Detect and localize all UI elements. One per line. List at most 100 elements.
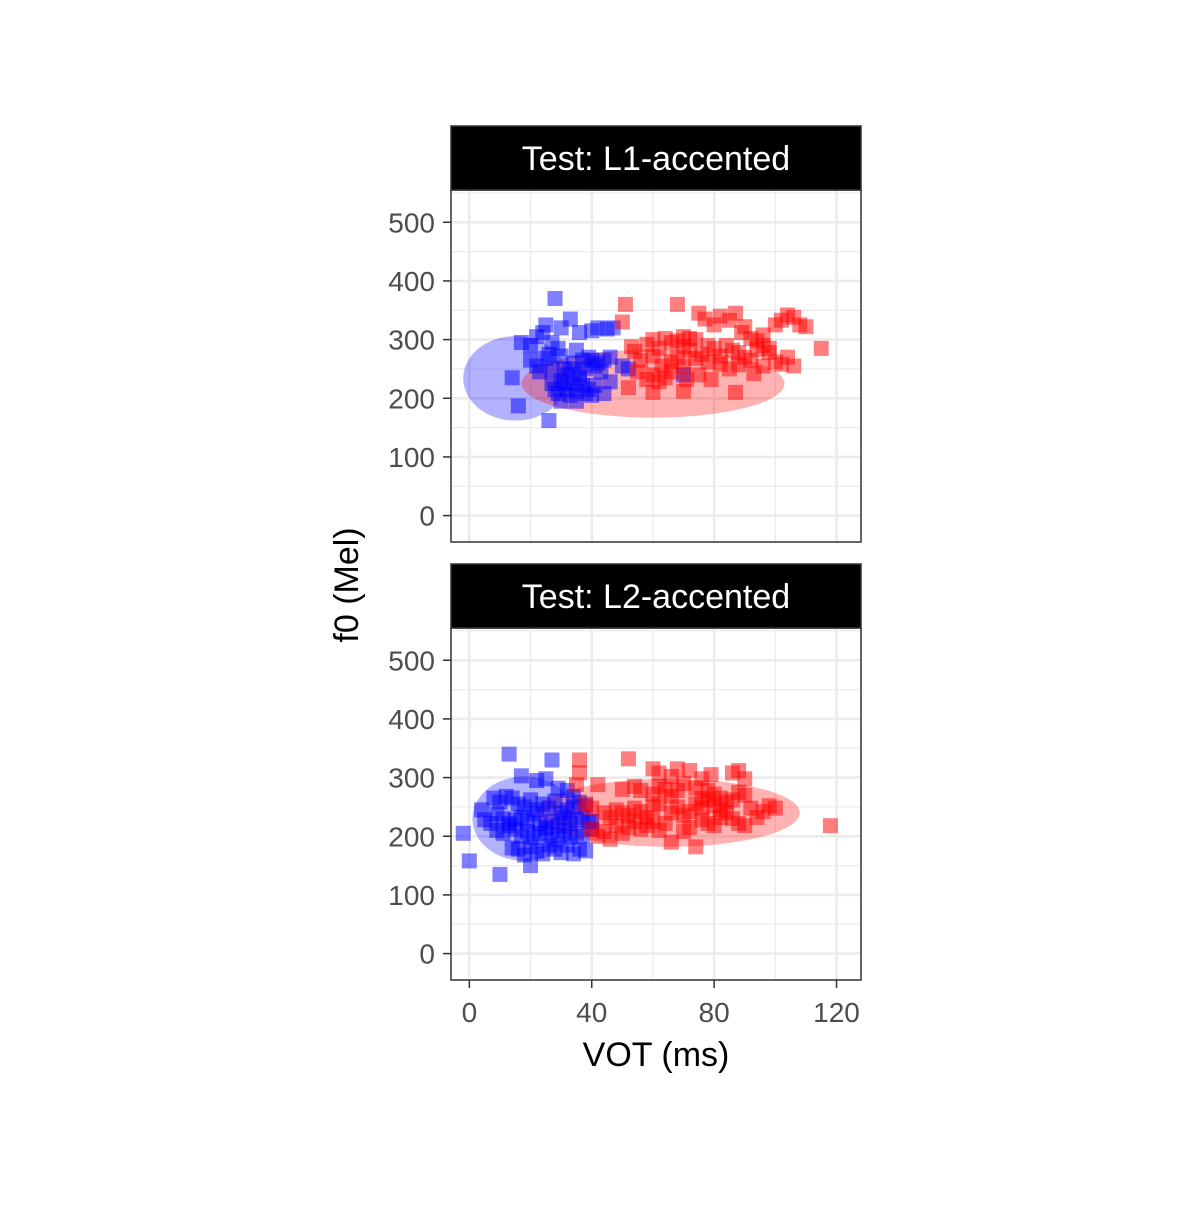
y-tick-label: 500 bbox=[388, 207, 435, 238]
data-point bbox=[645, 332, 661, 348]
data-point bbox=[633, 352, 649, 368]
x-tick-label: 120 bbox=[813, 997, 860, 1028]
x-axis-title: VOT (ms) bbox=[583, 1036, 730, 1074]
data-point bbox=[504, 370, 520, 386]
data-point bbox=[541, 413, 557, 429]
data-point bbox=[547, 793, 563, 809]
data-point bbox=[617, 296, 633, 312]
data-point bbox=[538, 317, 554, 333]
data-point bbox=[590, 777, 606, 793]
data-point bbox=[455, 825, 471, 841]
data-point bbox=[572, 752, 588, 768]
data-point bbox=[657, 815, 673, 831]
data-point bbox=[728, 384, 744, 400]
facet-strip bbox=[450, 125, 862, 191]
data-point bbox=[562, 361, 578, 377]
data-point bbox=[676, 824, 692, 840]
data-point bbox=[584, 800, 600, 816]
data-point bbox=[575, 352, 591, 368]
data-point bbox=[676, 775, 692, 791]
facet-strip bbox=[450, 563, 862, 629]
data-point bbox=[572, 325, 588, 341]
data-point bbox=[712, 356, 728, 372]
data-point bbox=[513, 768, 529, 784]
data-point bbox=[532, 364, 548, 380]
data-point bbox=[728, 305, 744, 321]
data-point bbox=[822, 818, 838, 834]
data-point bbox=[568, 777, 584, 793]
x-tick-label: 80 bbox=[699, 997, 730, 1028]
data-point bbox=[562, 311, 578, 327]
y-tick-label: 300 bbox=[388, 325, 435, 356]
data-point bbox=[724, 811, 740, 827]
data-point bbox=[602, 831, 618, 847]
data-point bbox=[645, 384, 661, 400]
data-point bbox=[651, 796, 667, 812]
data-point bbox=[700, 354, 716, 370]
data-point bbox=[553, 393, 569, 409]
data-point bbox=[755, 358, 771, 374]
facet-strip-label: Test: L1-accented bbox=[522, 140, 790, 178]
data-layer bbox=[455, 746, 838, 882]
data-layer bbox=[463, 291, 829, 429]
y-tick-label: 200 bbox=[388, 383, 435, 414]
data-point bbox=[501, 746, 517, 762]
data-point bbox=[538, 771, 554, 787]
x-tick-label: 0 bbox=[462, 997, 478, 1028]
panel-1: Test: L1-accented 0 100 200 300 400 500 bbox=[388, 125, 862, 543]
y-tick-label: 400 bbox=[388, 704, 435, 735]
data-point bbox=[633, 783, 649, 799]
data-point bbox=[679, 371, 695, 387]
data-point bbox=[663, 364, 679, 380]
data-point bbox=[602, 349, 618, 365]
data-point bbox=[461, 853, 477, 869]
panel-2: Test: L2-accented 0 100 200 300 400 500 0 40 80 12… bbox=[388, 563, 862, 1028]
data-point bbox=[590, 828, 606, 844]
data-point bbox=[614, 314, 630, 330]
data-point bbox=[523, 858, 539, 874]
data-point bbox=[737, 319, 753, 335]
data-point bbox=[712, 809, 728, 825]
y-axis-title: f0 (Mel) bbox=[328, 527, 366, 642]
data-point bbox=[737, 787, 753, 803]
data-point bbox=[703, 767, 719, 783]
data-point bbox=[682, 763, 698, 779]
data-point bbox=[593, 364, 609, 380]
data-point bbox=[651, 765, 667, 781]
data-point bbox=[813, 340, 829, 356]
x-tick-label: 40 bbox=[576, 997, 607, 1028]
data-point bbox=[676, 383, 692, 399]
data-point bbox=[767, 800, 783, 816]
data-point bbox=[578, 843, 594, 859]
data-point bbox=[700, 337, 716, 353]
y-tick-label: 200 bbox=[388, 821, 435, 852]
data-point bbox=[737, 771, 753, 787]
facet-strip-label: Test: L2-accented bbox=[522, 578, 790, 616]
data-point bbox=[798, 319, 814, 335]
data-point bbox=[547, 291, 563, 307]
data-point bbox=[663, 834, 679, 850]
data-point bbox=[544, 752, 560, 768]
y-tick-label: 0 bbox=[419, 501, 435, 532]
data-point bbox=[731, 357, 747, 373]
y-tick-label: 100 bbox=[388, 442, 435, 473]
data-point bbox=[669, 761, 685, 777]
data-point bbox=[620, 380, 636, 396]
data-point bbox=[669, 296, 685, 312]
y-tick-label: 300 bbox=[388, 763, 435, 794]
data-point bbox=[688, 839, 704, 855]
data-point bbox=[510, 398, 526, 414]
data-point bbox=[703, 371, 719, 387]
data-point bbox=[572, 765, 588, 781]
data-point bbox=[786, 358, 802, 374]
y-tick-label: 100 bbox=[388, 880, 435, 911]
y-tick-label: 0 bbox=[419, 939, 435, 970]
data-point bbox=[691, 367, 707, 383]
data-point bbox=[553, 348, 569, 364]
data-point bbox=[676, 358, 692, 374]
data-point bbox=[568, 393, 584, 409]
data-point bbox=[544, 361, 560, 377]
y-tick-label: 500 bbox=[388, 645, 435, 676]
